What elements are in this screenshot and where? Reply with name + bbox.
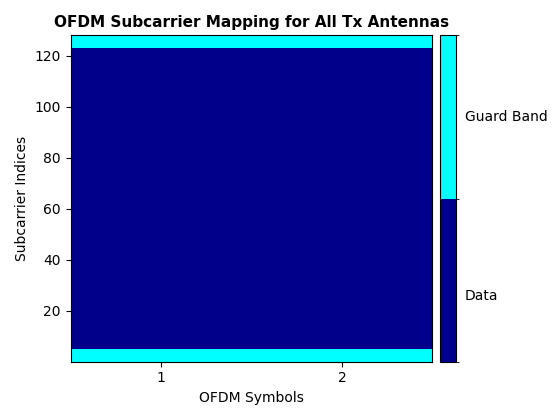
Text: Data: Data: [465, 289, 498, 303]
X-axis label: OFDM Symbols: OFDM Symbols: [199, 391, 304, 405]
Y-axis label: Subcarrier Indices: Subcarrier Indices: [15, 136, 29, 261]
Title: OFDM Subcarrier Mapping for All Tx Antennas: OFDM Subcarrier Mapping for All Tx Anten…: [54, 15, 449, 30]
Text: Guard Band: Guard Band: [465, 110, 547, 124]
